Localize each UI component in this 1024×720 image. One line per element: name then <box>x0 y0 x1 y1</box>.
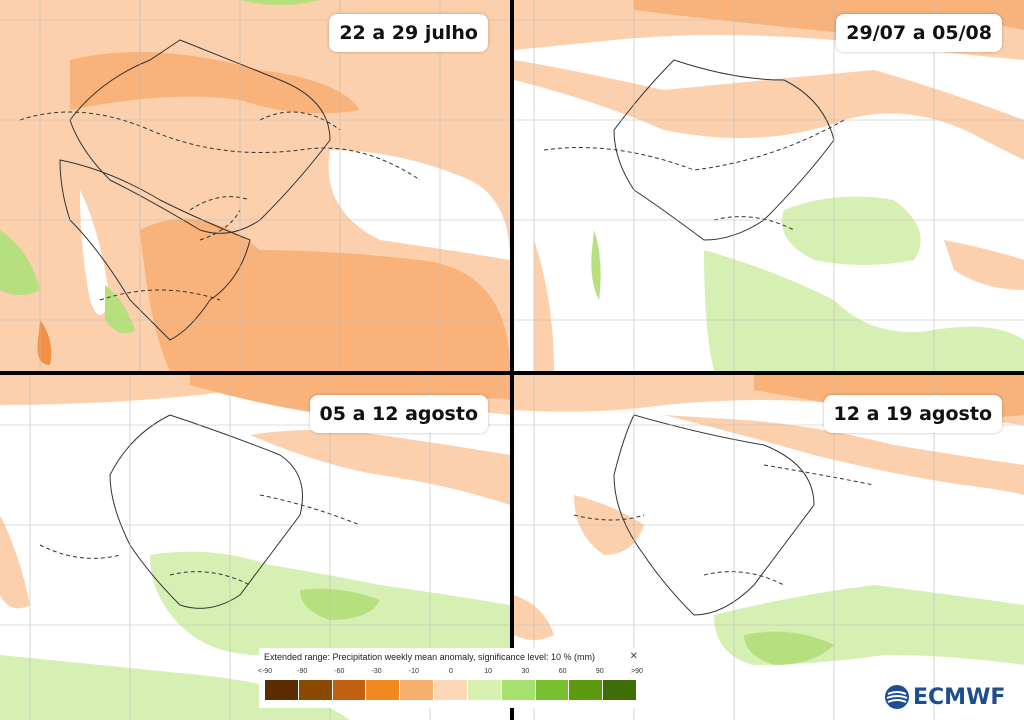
legend-tick-label: 30 <box>521 668 530 675</box>
ecmwf-logo: ECMWF <box>884 684 1005 710</box>
map-panel-week-1: 22 a 29 julho <box>0 0 510 371</box>
legend-swatch-5 <box>434 680 468 700</box>
legend-tick-label: -10 <box>408 668 419 675</box>
precipitation-anomaly-map <box>0 0 510 371</box>
legend-swatch-10 <box>603 680 637 700</box>
precipitation-anomaly-map <box>0 375 510 720</box>
week-label: 22 a 29 julho <box>329 14 488 52</box>
ecmwf-logo-icon <box>885 685 909 709</box>
legend-swatch-6 <box>467 680 502 700</box>
week-label: 12 a 19 agosto <box>823 395 1002 433</box>
legend-swatch-2 <box>332 680 367 700</box>
legend-tick-label: -30 <box>371 668 382 675</box>
close-icon[interactable]: ✕ <box>629 651 638 662</box>
precipitation-anomaly-map <box>514 0 1024 371</box>
legend-tick-label: >90 <box>631 668 643 675</box>
legend-tick-label: 0 <box>449 668 453 675</box>
week-label: 29/07 a 05/08 <box>836 14 1002 52</box>
logo-text: ECMWF <box>913 684 1006 710</box>
legend-color-bar <box>265 680 637 700</box>
legend-tick-label: 10 <box>484 668 493 675</box>
map-panel-week-4: 12 a 19 agosto <box>514 375 1024 720</box>
legend-ticks: <-90 -90 -60 -30 -10 0 10 30 60 90 >90 <box>257 668 643 678</box>
map-panel-week-3: 05 a 12 agosto <box>0 375 510 720</box>
legend-tick-label: 60 <box>558 668 567 675</box>
legend-swatch-0 <box>265 680 299 700</box>
color-legend: Extended range: Precipitation weekly mea… <box>257 648 643 708</box>
legend-swatch-3 <box>366 680 401 700</box>
legend-tick-label: -90 <box>297 668 308 675</box>
week-label: 05 a 12 agosto <box>309 395 488 433</box>
legend-title: Extended range: Precipitation weekly mea… <box>264 652 595 662</box>
map-panel-week-2: 29/07 a 05/08 <box>514 0 1024 371</box>
legend-swatch-4 <box>400 680 435 700</box>
legend-swatch-7 <box>501 680 536 700</box>
legend-swatch-1 <box>298 680 333 700</box>
panel-divider-vertical <box>510 0 514 720</box>
legend-tick-label: -60 <box>334 668 345 675</box>
legend-tick-label: <-90 <box>257 668 273 675</box>
legend-swatch-9 <box>569 680 604 700</box>
legend-swatch-8 <box>535 680 570 700</box>
panel-divider-horizontal <box>0 371 1024 375</box>
legend-tick-label: 90 <box>595 668 604 675</box>
